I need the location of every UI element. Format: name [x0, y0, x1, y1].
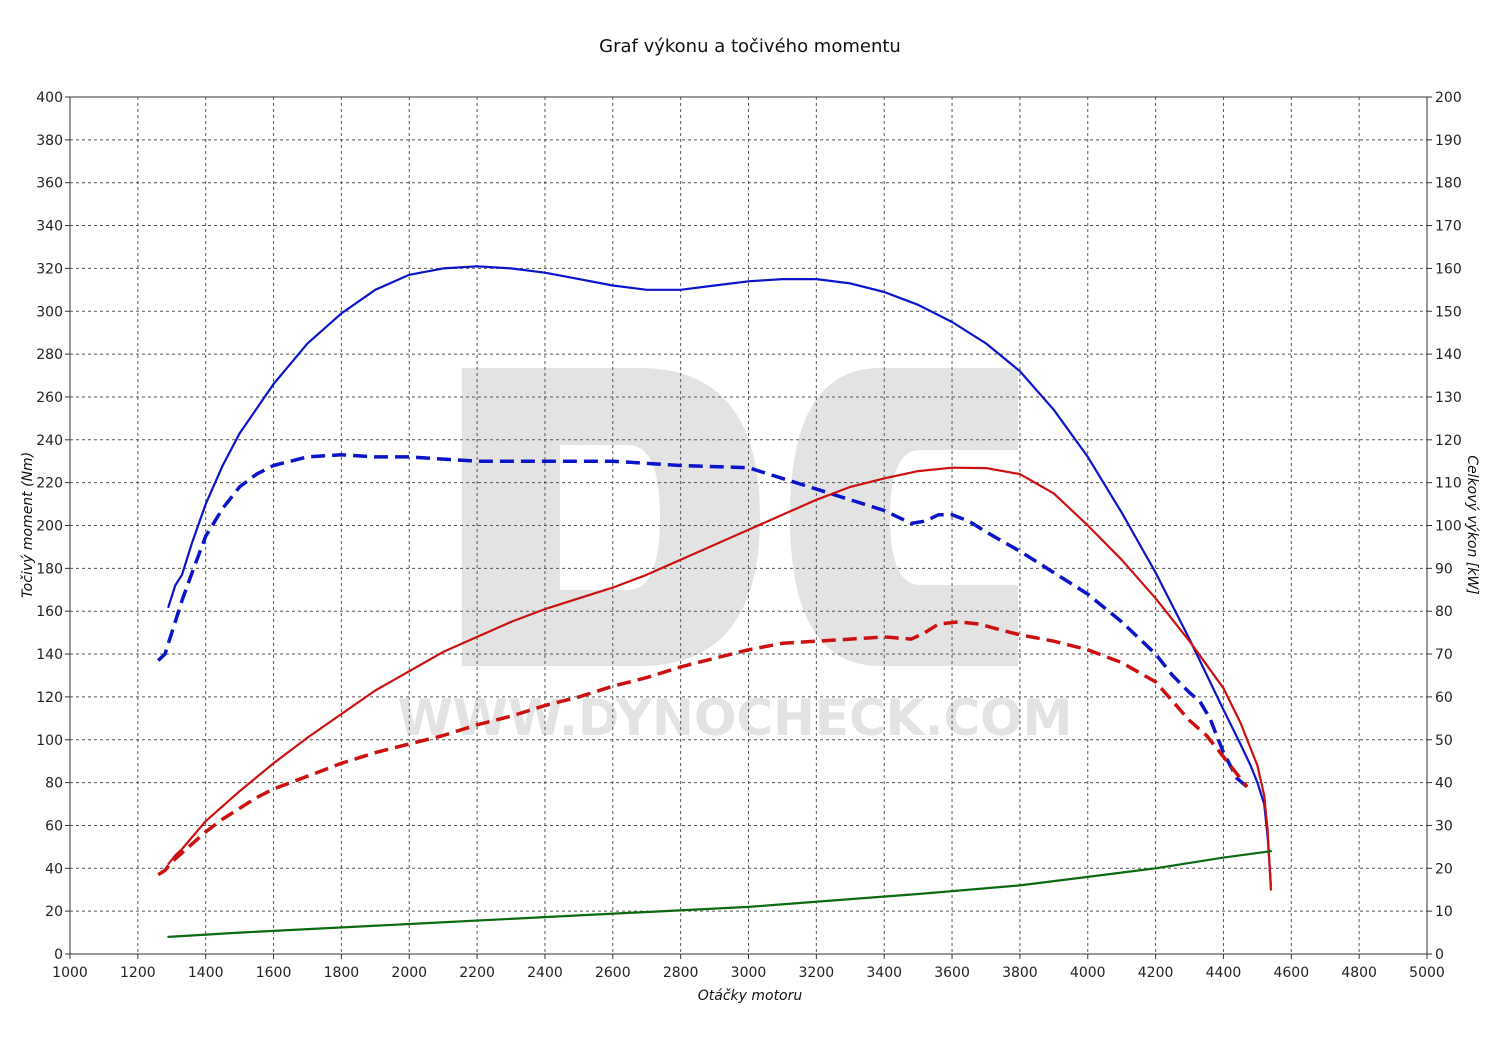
series-layer: [156, 265, 1272, 938]
x-tick-label: 5000: [1409, 965, 1445, 981]
y-right-tick-label: 0: [1435, 947, 1444, 963]
grid: [70, 97, 1427, 954]
series-line-4: [157, 620, 1249, 877]
axes: 1000 1200 1400 1600 1800 2000 2200 2400 2600 2800…: [36, 90, 1461, 981]
y-left-tick-label: 280: [36, 347, 63, 363]
y-left-tick-label: 400: [36, 90, 63, 106]
y-right-tick-label: 180: [1435, 176, 1462, 192]
y-right-tick-label: 140: [1435, 347, 1462, 363]
y-left-tick-label: 180: [36, 561, 63, 577]
x-tick-label: 4600: [1273, 965, 1309, 981]
y-left-tick-label: 300: [36, 304, 63, 320]
x-tick-label: 3800: [1002, 965, 1038, 981]
y-right-tick-label: 100: [1435, 519, 1462, 535]
y-right-tick-label: 200: [1435, 90, 1462, 106]
y-left-tick-label: 20: [45, 904, 63, 920]
y-right-tick-label: 120: [1435, 433, 1462, 449]
y-left-tick-label: 360: [36, 176, 63, 192]
plot-frame: [69, 96, 1428, 955]
y-left-tick-label: 80: [45, 776, 63, 792]
y-left-tick-label: 40: [45, 861, 63, 877]
x-axis-label: Otáčky motoru: [698, 988, 803, 1004]
y-left-tick-label: 220: [36, 476, 63, 492]
watermark: WWW.DYNOCHECK.COM: [398, 368, 1072, 747]
y-right-tick-label: 40: [1435, 776, 1453, 792]
y-left-tick-label: 340: [36, 219, 63, 235]
y-right-tick-label: 110: [1435, 476, 1462, 492]
y-left-tick-label: 200: [36, 519, 63, 535]
y-right-tick-label: 50: [1435, 733, 1453, 749]
x-tick-label: 3600: [934, 965, 970, 981]
y-right-tick-label: 150: [1435, 304, 1462, 320]
y-left-tick-label: 320: [36, 261, 63, 277]
y-right-tick-label: 160: [1435, 261, 1462, 277]
x-tick-label: 1000: [52, 965, 88, 981]
x-tick-label: 1800: [324, 965, 360, 981]
x-tick-label: 2000: [391, 965, 427, 981]
x-tick-label: 1400: [188, 965, 224, 981]
x-tick-label: 2400: [527, 965, 563, 981]
y-right-tick-label: 70: [1435, 647, 1453, 663]
y-right-tick-label: 90: [1435, 561, 1453, 577]
y-left-tick-label: 100: [36, 733, 63, 749]
x-tick-label: 3400: [866, 965, 902, 981]
y-left-tick-label: 60: [45, 818, 63, 834]
x-tick-label: 2600: [595, 965, 631, 981]
y-right-tick-label: 190: [1435, 133, 1462, 149]
x-tick-label: 1600: [256, 965, 292, 981]
x-tick-label: 1200: [120, 965, 156, 981]
y-left-tick-label: 260: [36, 390, 63, 406]
y-left-tick-label: 140: [36, 647, 63, 663]
y-right-tick-label: 20: [1435, 861, 1453, 877]
watermark-logo-d: [462, 368, 760, 666]
y-left-tick-label: 120: [36, 690, 63, 706]
y-right-tick-label: 60: [1435, 690, 1453, 706]
y-right-tick-label: 130: [1435, 390, 1462, 406]
y-left-tick-label: 380: [36, 133, 63, 149]
series-line-3: [167, 466, 1272, 891]
x-tick-label: 3000: [731, 965, 767, 981]
x-tick-label: 2200: [459, 965, 495, 981]
y-right-tick-label: 170: [1435, 219, 1462, 235]
y-left-tick-label: 240: [36, 433, 63, 449]
chart-title: Graf výkonu a točivého momentu: [599, 36, 901, 57]
x-tick-label: 4000: [1070, 965, 1106, 981]
x-tick-label: 4200: [1138, 965, 1174, 981]
x-tick-label: 3200: [799, 965, 835, 981]
y-left-tick-label: 0: [54, 947, 63, 963]
y-right-tick-label: 80: [1435, 604, 1453, 620]
y-axis-left-label: Točivý moment (Nm): [20, 452, 36, 598]
x-tick-label: 4800: [1341, 965, 1377, 981]
y-right-tick-label: 10: [1435, 904, 1453, 920]
y-left-tick-label: 160: [36, 604, 63, 620]
series-line-2: [156, 453, 1249, 789]
x-tick-label: 4400: [1206, 965, 1242, 981]
y-right-tick-label: 30: [1435, 818, 1453, 834]
watermark-logo-c: [790, 368, 1018, 666]
y-axis-right-label: Celkový výkon [kW]: [1464, 455, 1480, 594]
x-tick-label: 2800: [663, 965, 699, 981]
series-line-5: [167, 850, 1272, 938]
